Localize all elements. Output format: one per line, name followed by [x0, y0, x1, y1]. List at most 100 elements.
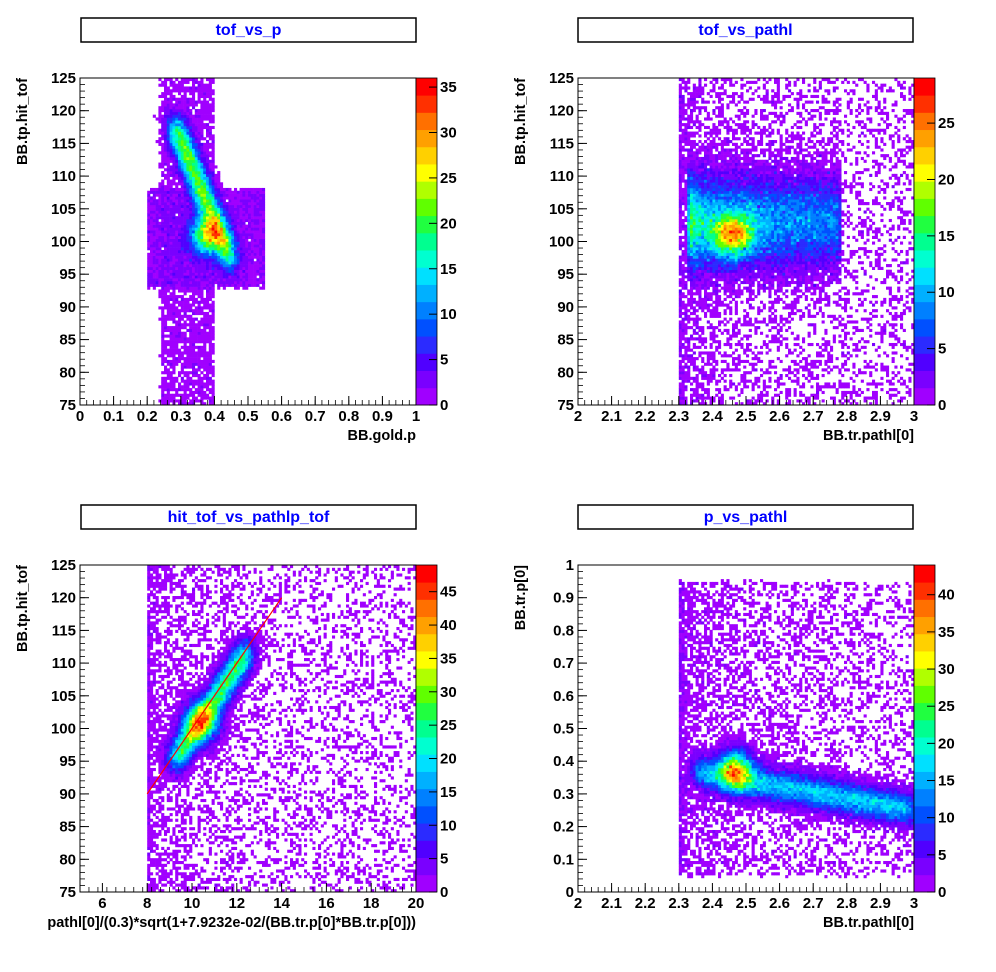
heatmap-bin: [203, 213, 207, 217]
heatmap-bin: [200, 235, 204, 239]
heatmap-bin: [234, 280, 238, 285]
heatmap-bin: [175, 162, 179, 166]
heatmap-bin: [183, 151, 187, 155]
heatmap-bin: [214, 218, 218, 223]
heatmap-bin: [172, 345, 176, 349]
heatmap-bin: [161, 264, 165, 268]
heatmap-bin: [262, 264, 266, 268]
heatmap-bin: [776, 275, 780, 279]
heatmap-bin: [203, 272, 207, 276]
heatmap-bin: [709, 292, 713, 296]
heatmap-bin: [161, 362, 165, 366]
heatmap-bin: [827, 354, 831, 358]
heatmap-bin: [161, 109, 165, 113]
heatmap-bin: [192, 357, 196, 361]
heatmap-bin: [180, 185, 184, 189]
heatmap-bin: [214, 204, 218, 208]
heatmap-bin: [830, 320, 834, 324]
heatmap-bin: [169, 354, 173, 358]
heatmap-bin: [155, 233, 159, 237]
heatmap-bin: [709, 396, 713, 400]
heatmap-bin: [222, 255, 226, 259]
heatmap-bin: [709, 371, 713, 375]
heatmap-bin: [253, 272, 257, 276]
heatmap-bin: [712, 351, 716, 355]
heatmap-bin: [192, 199, 196, 203]
heatmap-bin: [228, 221, 232, 225]
heatmap-bin: [192, 114, 196, 118]
heatmap-bin: [211, 224, 215, 228]
heatmap-bin: [813, 286, 817, 290]
heatmap-bin: [239, 258, 243, 262]
heatmap-bin: [802, 264, 806, 268]
heatmap-bin: [206, 278, 210, 282]
heatmap-bin: [194, 297, 198, 301]
heatmap-bin: [793, 359, 797, 364]
heatmap-bin: [189, 297, 193, 301]
color-bar-segment: [416, 250, 437, 268]
heatmap-bin: [150, 252, 154, 256]
heatmap-bin: [175, 106, 179, 110]
heatmap-bin: [732, 396, 736, 400]
heatmap-bin: [788, 393, 792, 397]
heatmap-bin: [684, 303, 688, 307]
heatmap-bin: [802, 365, 806, 369]
heatmap-bin: [180, 241, 184, 245]
heatmap-bin: [211, 244, 215, 248]
heatmap-bin: [189, 193, 193, 197]
heatmap-bin: [214, 241, 218, 245]
heatmap-bin: [222, 196, 226, 200]
heatmap-bin: [718, 278, 722, 282]
heatmap-bin: [203, 280, 207, 285]
heatmap-bin: [785, 261, 789, 265]
heatmap-bin: [748, 292, 752, 296]
heatmap-bin: [183, 340, 187, 344]
heatmap-bin: [256, 187, 260, 192]
heatmap-bin: [751, 385, 755, 389]
heatmap-bin: [211, 385, 215, 389]
heatmap-bin: [706, 379, 710, 383]
color-bar-segment: [416, 284, 437, 303]
heatmap-bin: [152, 249, 156, 254]
heatmap-bin: [715, 278, 719, 282]
heatmap-bin: [203, 196, 207, 200]
heatmap-bin: [720, 376, 724, 380]
heatmap-bin: [152, 286, 156, 290]
heatmap-bin: [712, 280, 716, 285]
heatmap-bin: [206, 373, 210, 378]
heatmap-bin: [183, 342, 187, 347]
heatmap-bin: [788, 320, 792, 324]
heatmap-bin: [816, 365, 820, 369]
heatmap-bin: [186, 185, 190, 189]
heatmap-bin: [175, 362, 179, 366]
heatmap-bin: [147, 286, 151, 290]
heatmap-bin: [203, 193, 207, 197]
heatmap-bin: [762, 385, 766, 389]
heatmap-bin: [715, 258, 719, 262]
heatmap-bin: [687, 300, 691, 304]
heatmap-bin: [211, 193, 215, 197]
heatmap-bin: [236, 204, 240, 208]
heatmap-bin: [225, 238, 229, 242]
heatmap-bin: [234, 283, 238, 287]
heatmap-bin: [259, 218, 263, 223]
heatmap-bin: [720, 331, 724, 335]
heatmap-bin: [208, 196, 212, 200]
heatmap-bin: [192, 154, 196, 158]
heatmap-bin: [804, 272, 808, 276]
heatmap-bin: [169, 286, 173, 290]
heatmap-bin: [200, 269, 204, 273]
heatmap-bin: [245, 230, 249, 234]
heatmap-bin: [816, 354, 820, 358]
heatmap-bin: [206, 334, 210, 338]
heatmap-bin: [211, 190, 215, 194]
heatmap-bin: [698, 382, 702, 386]
heatmap-bin: [172, 154, 176, 158]
heatmap-bin: [183, 193, 187, 197]
heatmap-bin: [197, 261, 201, 265]
heatmap-bin: [206, 320, 210, 324]
heatmap-bin: [709, 264, 713, 268]
heatmap-bin: [690, 258, 694, 262]
heatmap-bin: [180, 340, 184, 344]
heatmap-bin: [164, 348, 168, 352]
